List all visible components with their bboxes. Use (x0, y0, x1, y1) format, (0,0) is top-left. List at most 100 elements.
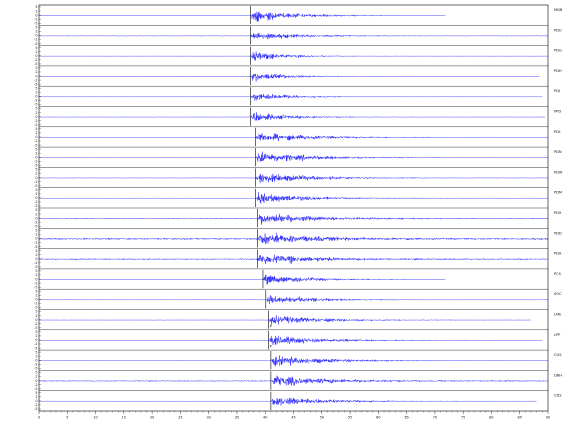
trace-panel: 520-2-5 MDB (34, 5, 563, 25)
y-tick-label: 2 (35, 111, 37, 115)
y-tick-label: -5 (34, 306, 37, 310)
y-tick-label: 5 (35, 289, 37, 293)
y-tick-label: 5 (35, 350, 37, 354)
waveform-PDU (38, 33, 548, 40)
x-tick-label: 80 (489, 416, 493, 420)
y-tick-label: 2 (35, 253, 37, 257)
waveform-PDJ (38, 93, 543, 101)
station-label: LME (554, 313, 562, 317)
waveform-PDG (38, 51, 548, 61)
y-tick-label: 2 (35, 30, 37, 34)
y-tick-label: -5 (34, 184, 37, 188)
y-tick-label: 0 (35, 277, 37, 281)
y-tick-label: 5 (35, 66, 37, 70)
y-tick-label: 5 (35, 107, 37, 111)
y-tick-label: -5 (34, 346, 37, 350)
y-tick-label: -5 (34, 225, 37, 229)
y-tick-label: -2 (34, 322, 37, 326)
y-tick-label: 5 (35, 208, 37, 212)
y-tick-label: -5 (34, 22, 37, 26)
y-tick-label: -2 (34, 220, 37, 224)
y-tick-label: 2 (35, 334, 37, 338)
y-tick-label: 2 (35, 233, 37, 237)
x-tick-label: 60 (376, 416, 380, 420)
x-tick-label: 10 (93, 416, 97, 420)
y-tick-label: -2 (34, 160, 37, 164)
y-tick-label: 0 (35, 318, 37, 322)
station-label: CDS (554, 394, 562, 398)
station-label: PDM (554, 191, 562, 195)
waveform-PPD (38, 112, 546, 121)
x-tick-label: 0 (38, 416, 40, 420)
y-tick-label: 5 (35, 5, 37, 9)
y-tick-label: 0 (35, 135, 37, 139)
y-tick-label: -5 (34, 407, 37, 411)
y-tick-label: 5 (35, 188, 37, 192)
y-tick-label: -2 (34, 342, 37, 346)
waveform-CDS (38, 397, 537, 406)
station-label: MDB (554, 8, 563, 12)
y-tick-label: 2 (35, 293, 37, 297)
y-tick-label: -2 (34, 78, 37, 82)
y-tick-label: 2 (35, 273, 37, 277)
y-tick-label: 0 (35, 13, 37, 17)
y-tick-label: -2 (34, 139, 37, 143)
station-label: PDA (554, 252, 562, 256)
y-tick-label: -5 (34, 123, 37, 127)
y-tick-label: -5 (34, 285, 37, 289)
y-tick-label: 5 (35, 269, 37, 273)
x-tick-label: 85 (518, 416, 522, 420)
y-tick-label: 2 (35, 70, 37, 74)
phase-marker: P (270, 345, 273, 349)
y-tick-label: -5 (34, 164, 37, 168)
y-tick-label: -5 (34, 387, 37, 391)
y-tick-label: 2 (35, 131, 37, 135)
station-label: PDG (554, 49, 562, 53)
waveform-LPP (38, 335, 543, 346)
y-tick-label: -2 (34, 58, 37, 62)
station-label: PDW (554, 170, 563, 174)
x-tick-label: 40 (263, 416, 267, 420)
y-tick-label: 5 (35, 249, 37, 253)
x-tick-label: 35 (235, 416, 239, 420)
y-tick-label: 0 (35, 115, 37, 119)
y-tick-label: -2 (34, 99, 37, 103)
y-tick-label: 2 (35, 354, 37, 358)
y-tick-label: 0 (35, 257, 37, 261)
waveform-PDX (38, 213, 548, 225)
waveform-PDA (38, 254, 548, 264)
x-tick-label: 15 (122, 416, 126, 420)
station-label: PCS (554, 272, 562, 276)
y-tick-label: 0 (35, 237, 37, 241)
waveform-PDD (39, 232, 548, 245)
y-tick-label: 2 (35, 90, 37, 94)
station-label: PDH (554, 69, 562, 73)
waveform-PDN (38, 151, 548, 162)
y-tick-label: -5 (34, 326, 37, 330)
y-tick-label: 0 (35, 216, 37, 220)
x-tick-label: 75 (461, 416, 465, 420)
waveform-MDB (38, 11, 446, 22)
y-tick-label: 0 (35, 399, 37, 403)
y-tick-label: 2 (35, 172, 37, 176)
y-tick-label: -5 (34, 143, 37, 147)
y-tick-label: 0 (35, 338, 37, 342)
y-tick-label: 5 (35, 127, 37, 131)
x-tick-label: 65 (404, 416, 408, 420)
y-tick-label: 5 (35, 330, 37, 334)
y-tick-label: 5 (35, 371, 37, 375)
waveform-PCS (38, 274, 446, 285)
